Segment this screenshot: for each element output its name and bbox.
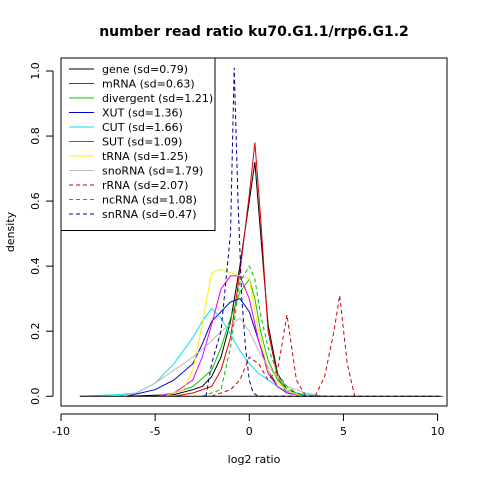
y-tick-label: 0.0 bbox=[29, 387, 42, 405]
plot-frame bbox=[60, 57, 448, 407]
legend-label: CUT (sd=1.66) bbox=[102, 121, 183, 134]
y-tick-label: 0.6 bbox=[29, 192, 42, 210]
series-line-8 bbox=[211, 295, 356, 397]
series-line-10 bbox=[205, 67, 444, 397]
legend-label: SUT (sd=1.09) bbox=[102, 136, 182, 149]
axes: -10 -5 0 5 10 0.0 0.2 0.4 0.6 0.8 1.0 bbox=[29, 57, 448, 438]
x-tick-label: -5 bbox=[150, 425, 161, 438]
x-tick-label: -10 bbox=[52, 425, 70, 438]
series-line-0 bbox=[126, 162, 306, 397]
chart-title: number read ratio ku70.G1.1/rrp6.G1.2 bbox=[99, 24, 409, 40]
legend-label: XUT (sd=1.36) bbox=[102, 107, 183, 120]
legend-label: ncRNA (sd=1.08) bbox=[102, 194, 197, 207]
legend: gene (sd=0.79) mRNA (sd=0.63)divergent (s… bbox=[60, 57, 216, 231]
x-tick-label: 5 bbox=[340, 425, 347, 438]
x-tick-label: 0 bbox=[246, 425, 253, 438]
legend-label: snRNA (sd=0.47) bbox=[102, 208, 197, 221]
y-axis-label: density bbox=[4, 211, 17, 252]
x-tick-label: 10 bbox=[431, 425, 445, 438]
y-tick-label: 0.2 bbox=[29, 322, 42, 340]
legend-label: gene (sd=0.79) bbox=[102, 63, 188, 76]
y-tick-label: 0.4 bbox=[29, 257, 42, 275]
legend-label: snoRNA (sd=1.79) bbox=[102, 165, 203, 178]
y-tick-label: 0.8 bbox=[29, 127, 42, 145]
series-line-3 bbox=[126, 298, 306, 397]
y-tick-label: 1.0 bbox=[29, 62, 42, 80]
legend-label: rRNA (sd=2.07) bbox=[102, 179, 188, 192]
plot-area bbox=[79, 67, 444, 397]
x-axis-label: log2 ratio bbox=[228, 453, 281, 466]
series-line-7 bbox=[117, 317, 325, 397]
legend-label: divergent (sd=1.21) bbox=[102, 92, 213, 105]
legend-label: tRNA (sd=1.25) bbox=[102, 150, 188, 163]
legend-label: mRNA (sd=0.63) bbox=[102, 78, 195, 91]
legend-box bbox=[60, 57, 216, 231]
series-line-5 bbox=[155, 275, 306, 397]
